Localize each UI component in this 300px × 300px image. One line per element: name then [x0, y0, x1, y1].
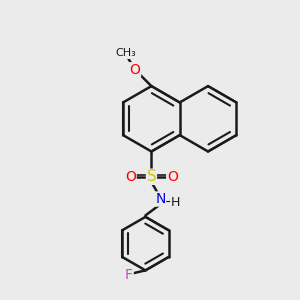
Text: S: S: [146, 169, 156, 184]
Text: CH₃: CH₃: [116, 48, 136, 59]
Text: H: H: [171, 196, 180, 208]
Text: O: O: [167, 170, 178, 184]
Text: O: O: [130, 63, 140, 77]
Text: O: O: [125, 170, 136, 184]
Text: F: F: [125, 268, 133, 282]
Text: N: N: [155, 192, 166, 206]
